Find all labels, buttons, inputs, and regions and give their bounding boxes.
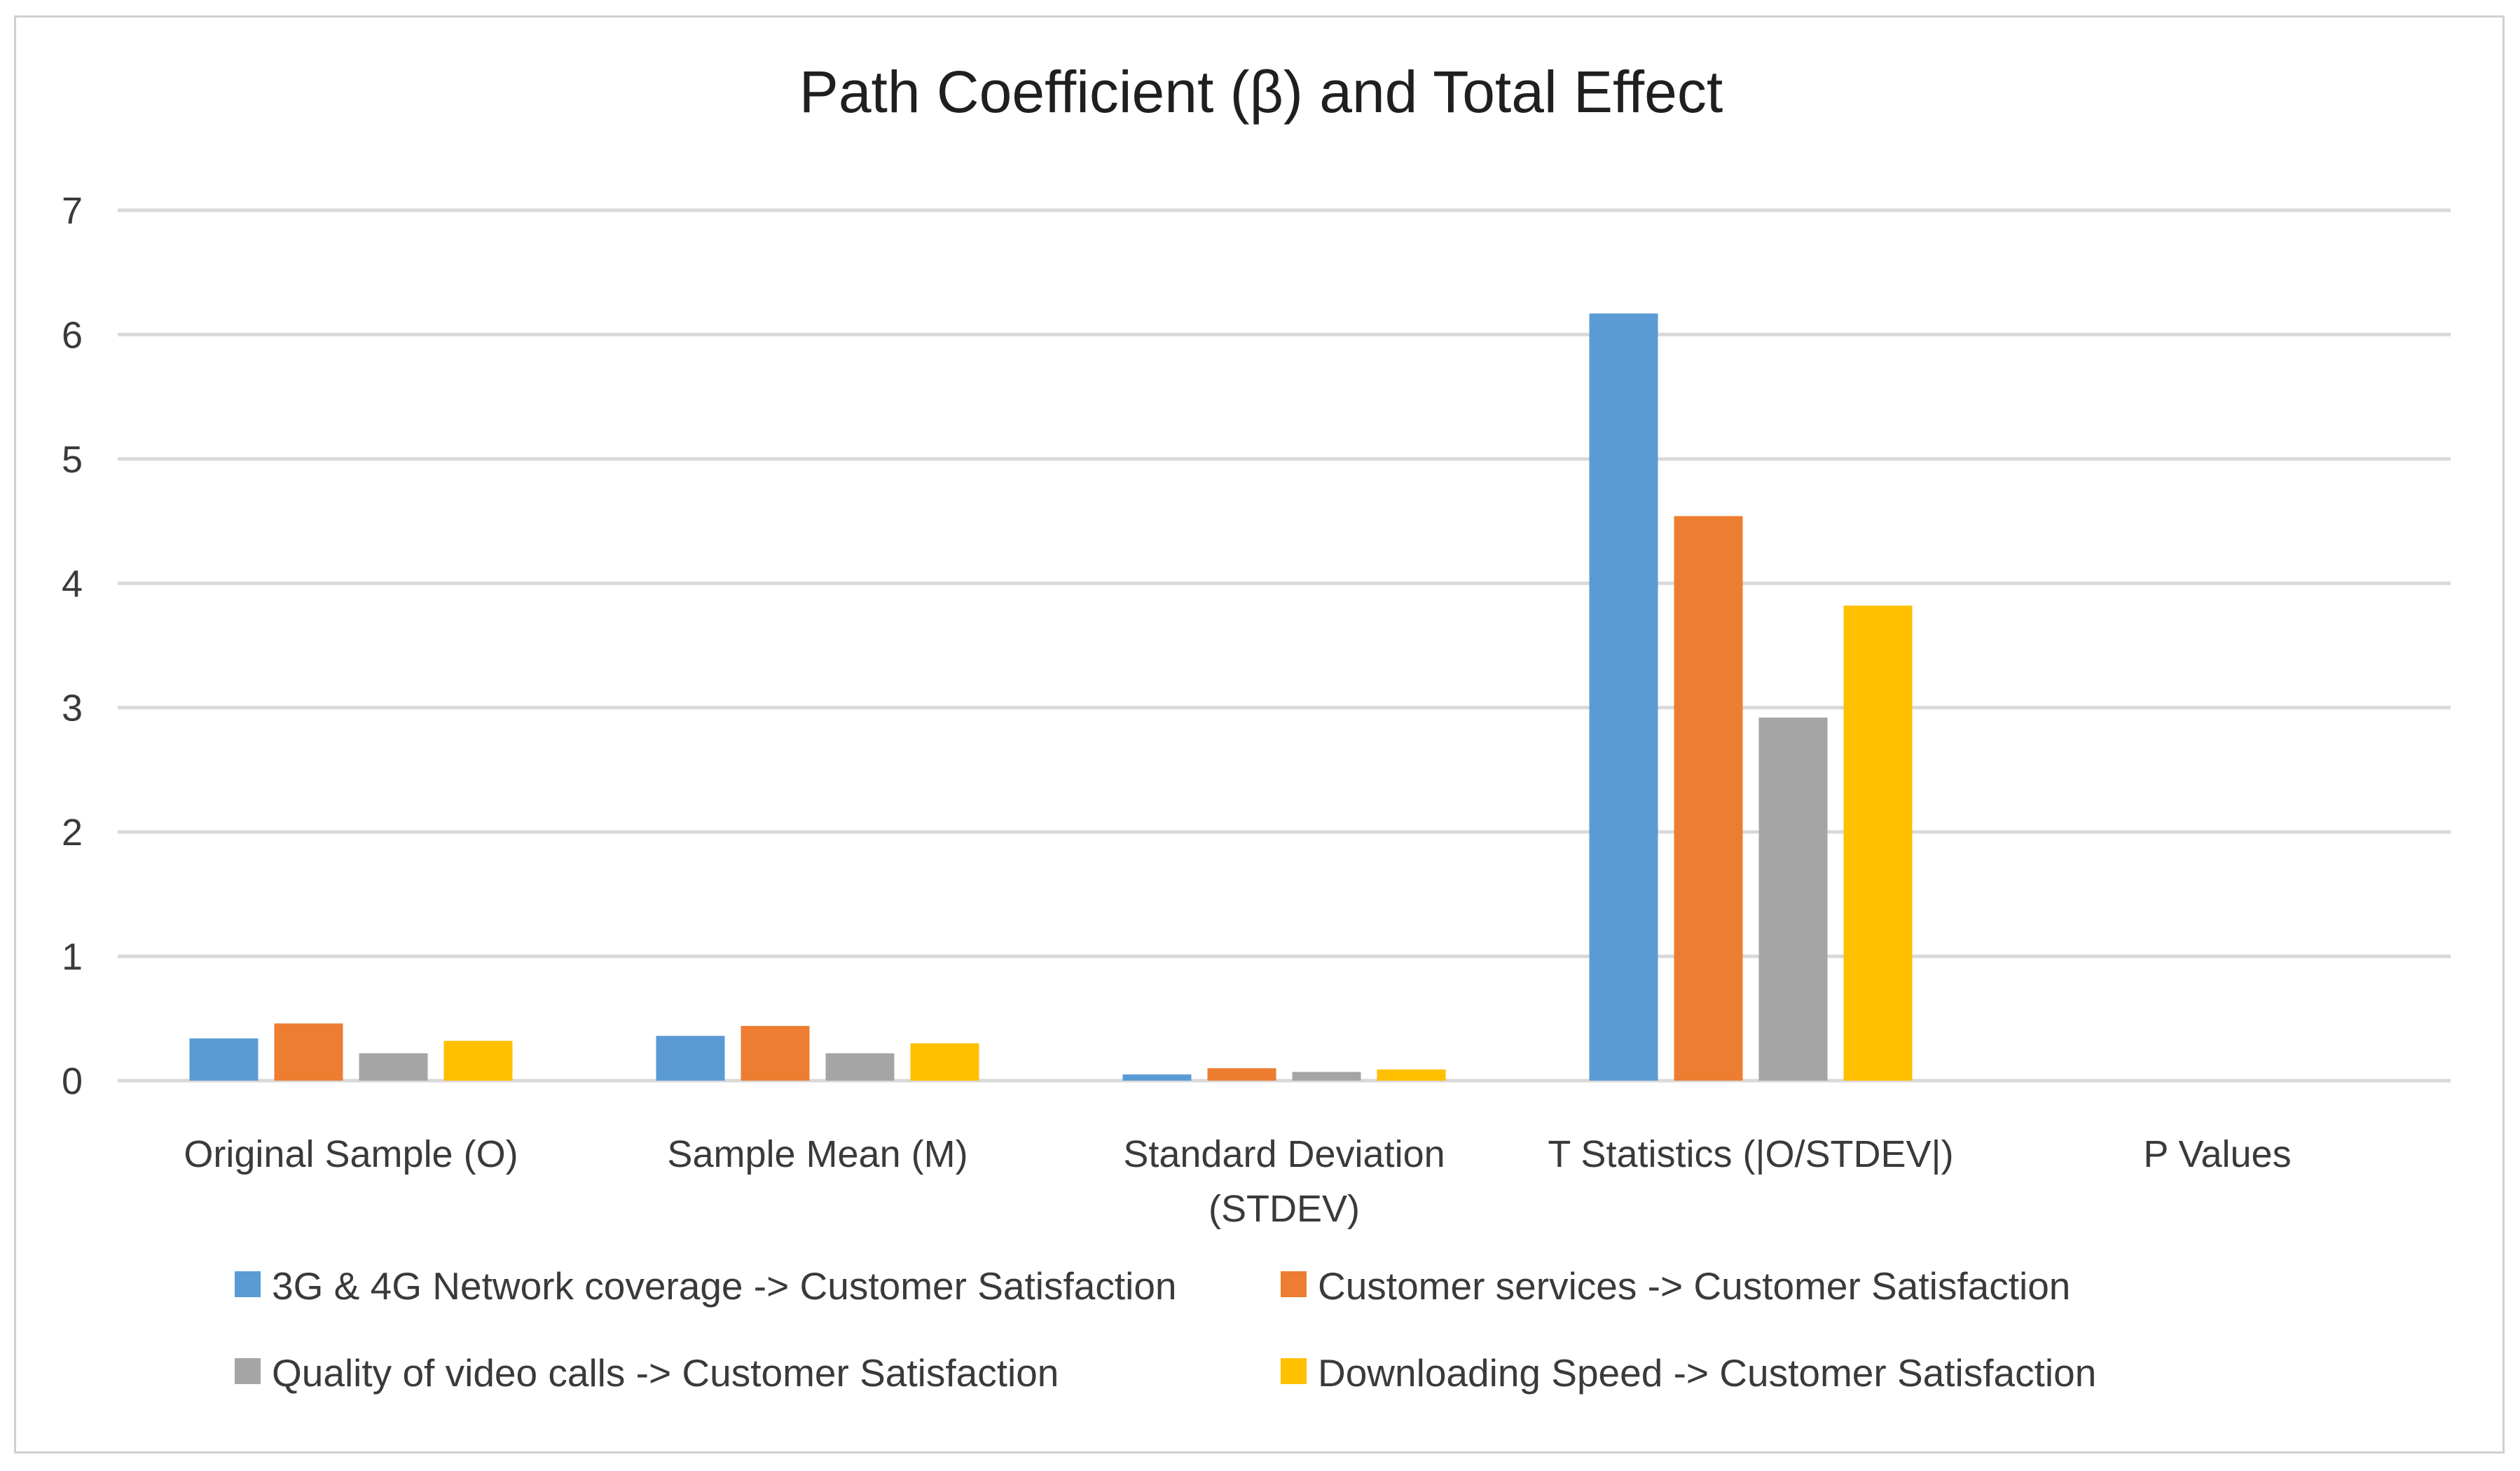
bar xyxy=(359,1053,428,1081)
y-tick-label: 4 xyxy=(62,563,83,605)
x-category-label: Sample Mean (M) xyxy=(667,1133,968,1175)
y-tick-label: 3 xyxy=(62,687,83,730)
bar xyxy=(656,1036,725,1081)
y-tick-label: 7 xyxy=(62,190,83,232)
x-category-label: T Statistics (|O/STDEV|) xyxy=(1548,1133,1953,1175)
chart-frame: Path Coefficient (β) and Total Effect 0 1… xyxy=(14,15,2505,1453)
legend-swatch xyxy=(1281,1271,1307,1297)
legend-label: Quality of video calls -> Customer Satis… xyxy=(272,1351,1059,1395)
y-tick-label: 5 xyxy=(62,439,83,481)
bar xyxy=(1292,1072,1361,1081)
y-tick-label: 0 xyxy=(62,1060,83,1102)
bar xyxy=(1674,516,1743,1081)
bar xyxy=(1589,313,1658,1081)
legend-label: Downloading Speed -> Customer Satisfacti… xyxy=(1318,1351,2096,1395)
bar xyxy=(443,1041,513,1081)
chart-title: Path Coefficient (β) and Total Effect xyxy=(799,59,1723,125)
x-category-label: Standard Deviation xyxy=(1123,1133,1445,1175)
x-axis-categories: Original Sample (O) Sample Mean (M) Standa… xyxy=(184,1133,2291,1230)
bar xyxy=(1122,1074,1192,1081)
legend-swatch xyxy=(235,1358,261,1384)
bar xyxy=(741,1025,810,1081)
x-category-label: (STDEV) xyxy=(1209,1188,1360,1230)
bar xyxy=(910,1043,979,1081)
x-category-label: Original Sample (O) xyxy=(184,1133,518,1175)
legend-swatch xyxy=(235,1271,261,1297)
y-axis-ticks: 0 1 2 3 4 5 6 7 xyxy=(62,190,83,1102)
bar xyxy=(189,1038,259,1081)
bar-chart: Path Coefficient (β) and Total Effect 0 1… xyxy=(62,59,2451,1395)
legend-label: 3G & 4G Network coverage -> Customer Sat… xyxy=(272,1264,1177,1308)
legend-swatch xyxy=(1281,1358,1307,1384)
bar xyxy=(1207,1068,1276,1081)
x-category-label: P Values xyxy=(2143,1133,2291,1175)
bars xyxy=(189,313,1913,1081)
legend: 3G & 4G Network coverage -> Customer Sat… xyxy=(235,1264,2096,1395)
bar xyxy=(1377,1069,1446,1081)
y-tick-label: 6 xyxy=(62,314,83,356)
bar xyxy=(1843,605,1913,1081)
gridlines xyxy=(118,208,2451,1083)
bar xyxy=(825,1053,895,1081)
bar xyxy=(274,1023,343,1081)
bar xyxy=(1758,717,1828,1081)
legend-label: Customer services -> Customer Satisfacti… xyxy=(1318,1264,2070,1308)
y-tick-label: 1 xyxy=(62,936,83,978)
y-tick-label: 2 xyxy=(62,812,83,854)
